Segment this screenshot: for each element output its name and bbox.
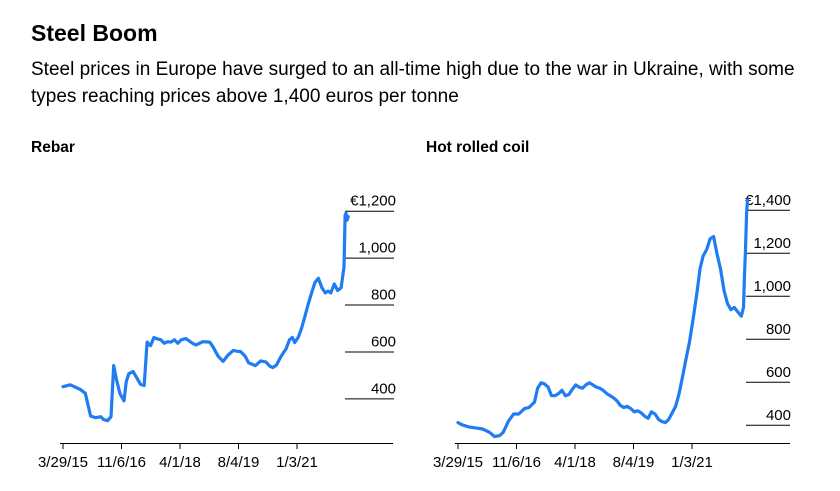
y-tick-label: 1,000 <box>358 240 396 257</box>
panel-title-rebar: Rebar <box>31 139 75 156</box>
y-tick-label: €1,200 <box>350 193 396 210</box>
chart-subtitle: Steel prices in Europe have surged to an… <box>31 59 795 107</box>
x-tick-label: 3/29/15 <box>433 454 483 471</box>
y-tick-label: 600 <box>371 333 396 350</box>
series-line-rebar <box>61 211 350 423</box>
y-tick-label: 800 <box>766 321 791 338</box>
y-tick-label: 400 <box>766 407 791 424</box>
y-tick-label: 800 <box>371 287 396 304</box>
x-tick-label: 1/3/21 <box>671 454 713 471</box>
chart-title: Steel Boom <box>31 20 158 46</box>
x-tick-label: 8/4/19 <box>613 454 655 471</box>
x-tick-label: 8/4/19 <box>218 454 260 471</box>
y-tick-label: 1,200 <box>753 235 791 252</box>
x-tick-label: 3/29/15 <box>38 454 88 471</box>
x-tick-label: 11/6/16 <box>492 454 541 471</box>
y-tick-label: 600 <box>766 364 791 381</box>
y-tick-label: 1,000 <box>753 278 791 295</box>
x-tick-label: 11/6/16 <box>97 454 146 471</box>
panel-title-hot-rolled-coil: Hot rolled coil <box>426 139 530 156</box>
x-tick-label: 4/1/18 <box>159 454 201 471</box>
series-line-hot-rolled-coil <box>456 198 750 439</box>
y-tick-label: 400 <box>371 380 396 397</box>
y-tick-label: €1,400 <box>745 192 791 209</box>
x-tick-label: 1/3/21 <box>276 454 318 471</box>
x-tick-label: 4/1/18 <box>554 454 596 471</box>
